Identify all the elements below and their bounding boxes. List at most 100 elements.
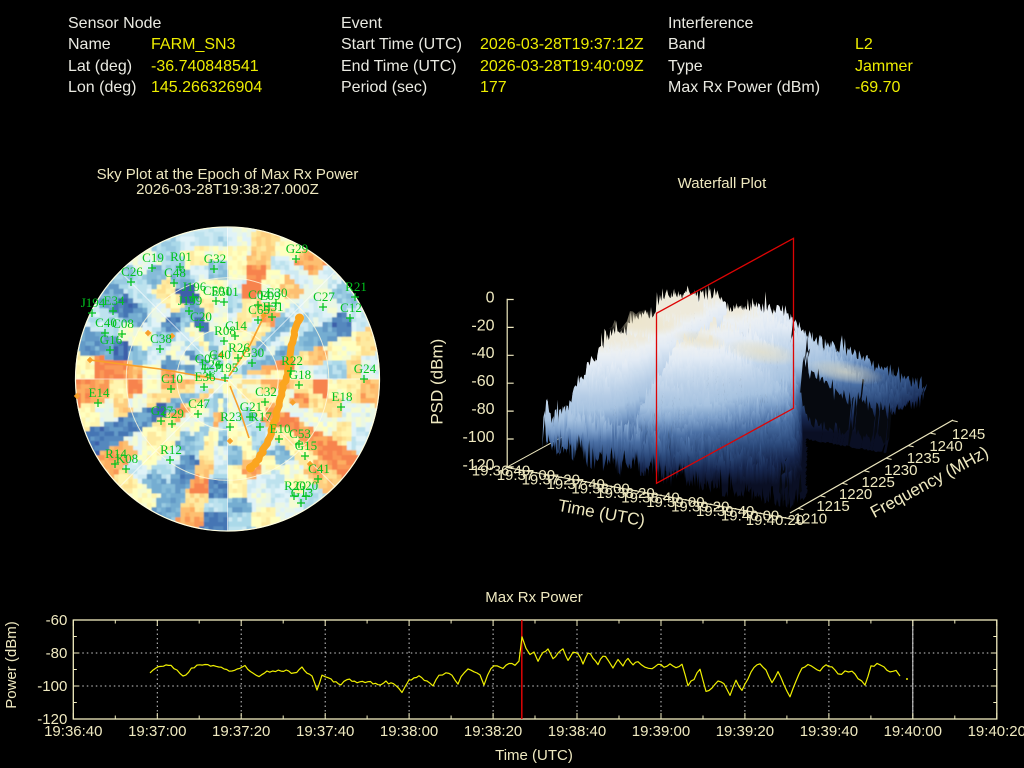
svg-text:PSD (dBm): PSD (dBm) xyxy=(428,339,447,425)
svg-text:R14: R14 xyxy=(105,446,127,461)
svg-text:R20: R20 xyxy=(284,478,306,493)
svg-text:-60: -60 xyxy=(46,612,68,629)
svg-text:19:39:20: 19:39:20 xyxy=(671,499,729,516)
svg-text:E26: E26 xyxy=(201,357,222,372)
svg-text:1225: 1225 xyxy=(862,474,895,491)
svg-text:Sky Plot at the Epoch of Max R: Sky Plot at the Epoch of Max Rx Power xyxy=(97,166,359,183)
svg-text:C47: C47 xyxy=(188,396,210,411)
svg-text:19:39:40: 19:39:40 xyxy=(800,723,858,740)
svg-text:E501: E501 xyxy=(211,284,238,299)
svg-text:R21: R21 xyxy=(345,279,367,294)
svg-text:1240: 1240 xyxy=(929,438,962,455)
svg-text:G24: G24 xyxy=(354,361,377,376)
svg-text:19:39:00: 19:39:00 xyxy=(646,494,704,511)
svg-text:C32: C32 xyxy=(255,384,277,399)
svg-text:Power (dBm): Power (dBm) xyxy=(3,621,20,709)
svg-text:C19: C19 xyxy=(142,250,164,265)
svg-text:E36: E36 xyxy=(195,369,216,384)
svg-text:J195: J195 xyxy=(214,360,239,375)
svg-text:C26: C26 xyxy=(121,264,143,279)
svg-text:-80: -80 xyxy=(46,645,68,662)
svg-text:19:37:00: 19:37:00 xyxy=(497,467,555,484)
svg-text:E34: E34 xyxy=(104,293,125,308)
svg-text:K08: K08 xyxy=(116,451,138,466)
svg-text:19:36:40: 19:36:40 xyxy=(44,723,102,740)
svg-text:19:37:20: 19:37:20 xyxy=(522,472,580,489)
svg-text:-60: -60 xyxy=(471,373,494,390)
svg-text:19:39:00: 19:39:00 xyxy=(632,723,690,740)
svg-text:-20: -20 xyxy=(471,317,494,334)
svg-text:C20: C20 xyxy=(190,309,212,324)
svg-text:E31: E31 xyxy=(263,299,284,314)
svg-text:19:40:20: 19:40:20 xyxy=(746,512,804,529)
svg-text:C38: C38 xyxy=(150,331,172,346)
svg-text:Max Rx Power: Max Rx Power xyxy=(485,589,583,606)
svg-text:19:36:40: 19:36:40 xyxy=(472,463,530,480)
svg-text:G07: G07 xyxy=(195,351,218,366)
svg-text:R26: R26 xyxy=(228,340,250,355)
svg-text:19:38:40: 19:38:40 xyxy=(621,490,679,507)
svg-text:C53: C53 xyxy=(289,426,311,441)
svg-text:0: 0 xyxy=(486,289,495,306)
svg-text:C27: C27 xyxy=(313,289,335,304)
svg-text:G27: G27 xyxy=(151,403,174,418)
svg-text:G29: G29 xyxy=(286,241,308,256)
svg-text:1215: 1215 xyxy=(816,498,849,515)
svg-text:1235: 1235 xyxy=(907,450,940,467)
svg-text:1230: 1230 xyxy=(884,462,917,479)
svg-text:19:38:40: 19:38:40 xyxy=(548,723,606,740)
svg-text:1210: 1210 xyxy=(794,510,827,527)
svg-text:19:37:20: 19:37:20 xyxy=(212,723,270,740)
svg-text:C40: C40 xyxy=(209,347,231,362)
svg-text:19:38:20: 19:38:20 xyxy=(464,723,522,740)
svg-text:E30: E30 xyxy=(267,285,288,300)
svg-text:19:37:00: 19:37:00 xyxy=(128,723,186,740)
svg-text:G13: G13 xyxy=(291,485,313,500)
svg-text:R01: R01 xyxy=(170,249,192,264)
svg-text:R23: R23 xyxy=(220,409,242,424)
svg-text:1245: 1245 xyxy=(952,426,985,443)
svg-text:C29: C29 xyxy=(162,406,184,421)
svg-text:1220: 1220 xyxy=(839,486,872,503)
svg-text:C48: C48 xyxy=(164,265,186,280)
svg-text:R17: R17 xyxy=(250,409,272,424)
svg-text:G21: G21 xyxy=(240,399,262,414)
svg-text:Waterfall Plot: Waterfall Plot xyxy=(678,175,767,192)
svg-text:C41: C41 xyxy=(308,461,330,476)
svg-text:-100: -100 xyxy=(462,429,494,446)
svg-text:C14: C14 xyxy=(225,318,247,333)
svg-text:19:40:20: 19:40:20 xyxy=(968,723,1024,740)
svg-text:C501: C501 xyxy=(203,283,231,298)
svg-text:G20: G20 xyxy=(296,478,318,493)
svg-text:2026-03-28T19:38:27.000Z: 2026-03-28T19:38:27.000Z xyxy=(136,181,319,198)
svg-text:-120: -120 xyxy=(37,711,67,728)
svg-text:Time (UTC): Time (UTC) xyxy=(495,747,573,764)
svg-text:G15: G15 xyxy=(295,438,317,453)
svg-text:G16: G16 xyxy=(100,332,123,347)
svg-text:E14: E14 xyxy=(89,385,110,400)
svg-text:G30: G30 xyxy=(242,345,264,360)
svg-text:19:38:20: 19:38:20 xyxy=(596,485,654,502)
svg-text:J194: J194 xyxy=(81,295,106,310)
svg-text:19:39:40: 19:39:40 xyxy=(696,503,754,520)
svg-text:R22: R22 xyxy=(281,353,303,368)
svg-text:R12: R12 xyxy=(160,442,182,457)
svg-text:C40: C40 xyxy=(95,315,117,330)
svg-text:-100: -100 xyxy=(37,678,67,695)
svg-text:J196: J196 xyxy=(182,279,207,294)
svg-text:E09: E09 xyxy=(260,288,281,303)
svg-text:19:37:40: 19:37:40 xyxy=(296,723,354,740)
svg-text:19:38:00: 19:38:00 xyxy=(571,481,629,498)
svg-text:G32: G32 xyxy=(204,251,226,266)
svg-text:19:39:20: 19:39:20 xyxy=(716,723,774,740)
svg-text:19:37:40: 19:37:40 xyxy=(547,476,605,493)
svg-text:E18: E18 xyxy=(332,389,353,404)
svg-text:E10: E10 xyxy=(270,421,291,436)
svg-text:-40: -40 xyxy=(471,345,494,362)
svg-text:R08: R08 xyxy=(214,323,236,338)
svg-text:C12: C12 xyxy=(340,300,362,315)
svg-text:-120: -120 xyxy=(462,457,494,474)
svg-text:19:38:00: 19:38:00 xyxy=(380,723,438,740)
svg-text:C04: C04 xyxy=(248,287,270,302)
svg-text:19:40:00: 19:40:00 xyxy=(721,507,779,524)
